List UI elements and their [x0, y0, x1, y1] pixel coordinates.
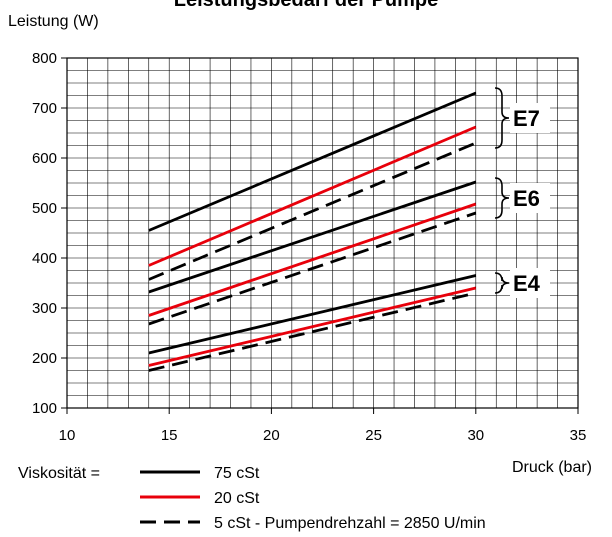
y-tick-label: 100 [32, 400, 57, 417]
y-tick-label: 200 [32, 350, 57, 367]
legend-label: 20 cSt [214, 490, 260, 507]
grid [66, 57, 579, 409]
x-tick-label: 30 [467, 427, 484, 444]
x-tick-labels: 10 15 20 25 30 35 [59, 408, 587, 444]
y-axis-label: Leistung (W) [8, 13, 99, 30]
y-tick-label: 600 [32, 150, 57, 167]
series-line-e4-20cst [148, 286, 477, 367]
series-line-e6-75cst [148, 180, 477, 294]
series-line-e4-75cst [148, 274, 477, 355]
y-tick-labels: 100 200 300 400 500 600 700 800 [32, 50, 67, 417]
legend: Viskosität = 75 cSt 20 cSt 5 cSt - Pumpend… [18, 465, 486, 532]
x-tick-label: 15 [161, 427, 178, 444]
group-label-background [510, 183, 550, 213]
x-tick-label: 35 [570, 427, 587, 444]
series-line-e7-20cst [148, 125, 477, 267]
y-tick-label: 500 [32, 200, 57, 217]
group-label: E7 [513, 106, 540, 131]
group-label: E6 [513, 186, 540, 211]
x-tick-label: 25 [365, 427, 382, 444]
legend-prefix: Viskosität = [18, 465, 100, 482]
series-line-e7-75cst [148, 91, 477, 232]
series-lines [148, 91, 477, 372]
group-brace [494, 272, 510, 294]
series-line-e7-5cst [148, 141, 477, 281]
y-tick-label: 700 [32, 100, 57, 117]
group-brace [494, 177, 510, 219]
x-tick-label: 20 [263, 427, 280, 444]
legend-label: 5 cSt - Pumpendrehzahl = 2850 U/min [214, 515, 486, 532]
series-line-e6-5cst [148, 211, 477, 326]
series-line-e4-5cst [148, 291, 477, 372]
group-label-background [510, 268, 550, 298]
x-axis-label: Druck (bar) [512, 459, 592, 476]
group-label-background [510, 103, 550, 133]
y-tick-label: 300 [32, 300, 57, 317]
group-brace [494, 87, 510, 149]
plot-frame [66, 57, 579, 409]
y-tick-label: 800 [32, 50, 57, 67]
group-labels: E7 E6 E4 [494, 87, 550, 298]
y-tick-label: 400 [32, 250, 57, 267]
chart-title: Leistungsbedarf der Pumpe [174, 0, 439, 11]
group-label: E4 [513, 271, 541, 296]
x-tick-label: 10 [59, 427, 76, 444]
legend-label: 75 cSt [214, 465, 260, 482]
series-line-e6-20cst [148, 202, 477, 317]
